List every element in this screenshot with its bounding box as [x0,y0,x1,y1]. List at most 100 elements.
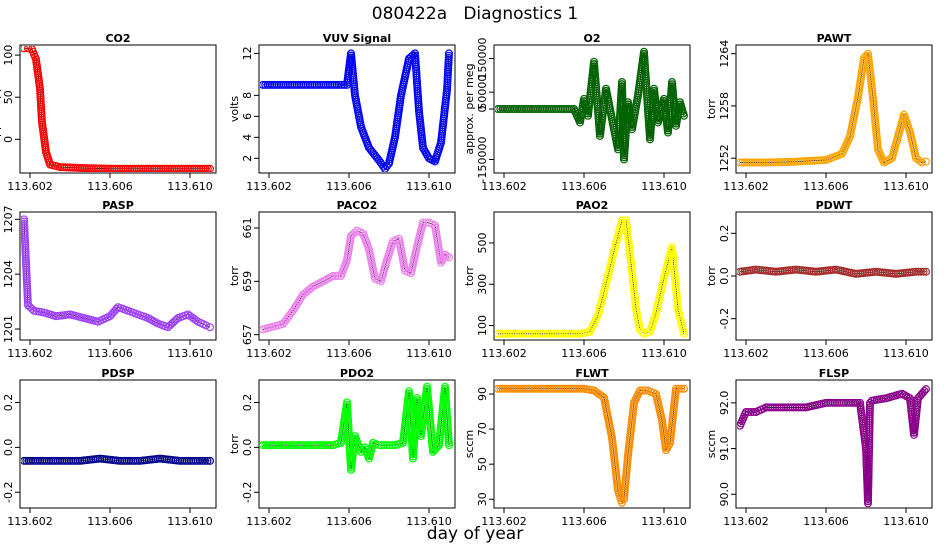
data-point-fill [295,296,304,305]
series-line [740,52,927,164]
data-point-fill [324,441,333,450]
data-point [21,46,28,53]
series-line [739,269,926,275]
y-tick-label: -150000 [476,137,489,183]
data-point-fill [292,300,301,309]
y-tick-label: 6 [241,113,254,120]
y-tick-label: 90 [476,387,489,401]
x-tick-label: 113.606 [326,515,372,528]
y-tick-label: 1207 [2,205,15,233]
x-tick-label: 113.602 [7,180,53,193]
y-tick-label: 300 [476,274,489,295]
x-tick-label: 113.606 [803,180,849,193]
plot-frame [493,379,691,509]
x-tick-label: 113.606 [561,515,607,528]
data-point-fill [28,304,37,313]
x-tick-label: 113.610 [406,180,452,193]
y-axis-label: approx. per meg [463,63,476,154]
data-point [383,441,392,450]
chart-panel-co2: CO2 0 50 100 approx. ppm 113.602 113.606 113.61… [0,32,217,193]
x-tick-label: 113.602 [7,515,53,528]
y-axis-label: torr [463,266,476,286]
panel-title: CO2 [105,32,130,45]
chart-panel-flwt: FLWT 30 50 70 90 sccm 113.602 113.606 113.610 [463,367,691,528]
data-point [419,218,428,227]
y-axis-label: torr [705,99,718,119]
y-tick-label: 91.0 [718,436,731,461]
plot-frame [19,379,217,509]
x-tick-label: 113.610 [167,515,213,528]
x-tick-label: 113.610 [167,180,213,193]
plot-frame [258,379,456,509]
plot-frame [735,379,933,509]
data-point-fill [915,157,924,166]
data-point [206,456,215,465]
data-series [495,47,688,164]
data-series [737,49,930,167]
y-tick-label: 1204 [2,260,15,288]
data-point [679,111,688,120]
plot-frame [258,44,456,174]
data-point-fill [351,228,360,237]
chart-panel-paco2: PACO2 657 659 661 torr 113.602 113.606 113.610 [228,199,456,360]
data-point [865,398,874,407]
chart-panel-flsp: FLSP 90.0 91.0 92.0 sccm 113.602 113.606 113.61… [705,367,933,528]
data-point-fill [290,304,299,313]
data-point-fill [332,80,341,89]
x-tick-label: 113.610 [406,515,452,528]
panel-title: VUV Signal [323,32,391,45]
y-tick-label: 0.0 [2,439,15,457]
data-point-fill [914,267,923,276]
y-tick-label: 661 [241,218,254,239]
y-tick-label: 0.2 [2,394,15,412]
x-tick-label: 113.610 [883,347,929,360]
data-point-fill [201,456,210,465]
chart-panel-pasp: PASP 1201 1204 1207 torr 113.602 113.606 113.61… [0,199,217,360]
panel-title: PAWT [817,32,852,45]
panel-title: O2 [583,32,600,45]
x-tick-label: 113.602 [246,347,292,360]
data-point [445,441,454,450]
data-point [441,250,450,259]
x-tick-label: 113.602 [723,347,769,360]
data-point [921,267,930,276]
y-tick-label: 0.2 [718,225,731,243]
x-tick-label: 113.606 [87,515,133,528]
y-axis-label: torr [228,434,241,454]
data-point-fill [203,456,212,465]
panel-title: PACO2 [337,199,378,212]
data-point-fill [919,267,928,276]
data-point [921,385,930,394]
x-axis-title: day of year [426,524,524,544]
data-point-fill [865,401,874,410]
y-axis-label: volts [228,96,241,123]
y-tick-label: 12 [241,46,254,60]
data-point-fill [307,284,316,293]
y-tick-label: 0.0 [718,267,731,285]
y-tick-label: 100 [476,315,489,336]
data-point [445,253,454,262]
data-series [495,384,688,507]
data-point [206,323,215,332]
y-tick-label: 4 [241,134,254,141]
data-point [617,216,626,225]
x-tick-label: 113.602 [246,180,292,193]
chart-panel-pawt: PAWT 1252 1258 1264 torr 113.602 113.606 113.61… [705,32,933,193]
y-tick-label: 1264 [718,40,731,68]
data-point-fill [291,302,300,311]
y-tick-label: 657 [241,324,254,345]
panel-title: PAO2 [576,199,609,212]
y-tick-label: 30 [476,492,489,506]
series-line [24,458,210,462]
y-tick-label: 50 [476,457,489,471]
x-tick-label: 113.602 [723,515,769,528]
y-axis-label: torr [0,434,2,454]
data-series [21,454,215,465]
y-tick-label: 659 [241,271,254,292]
data-point-fill [385,441,394,450]
y-tick-label: 50 [2,90,15,104]
y-tick-label: 70 [476,422,489,436]
x-tick-label: 113.606 [561,347,607,360]
